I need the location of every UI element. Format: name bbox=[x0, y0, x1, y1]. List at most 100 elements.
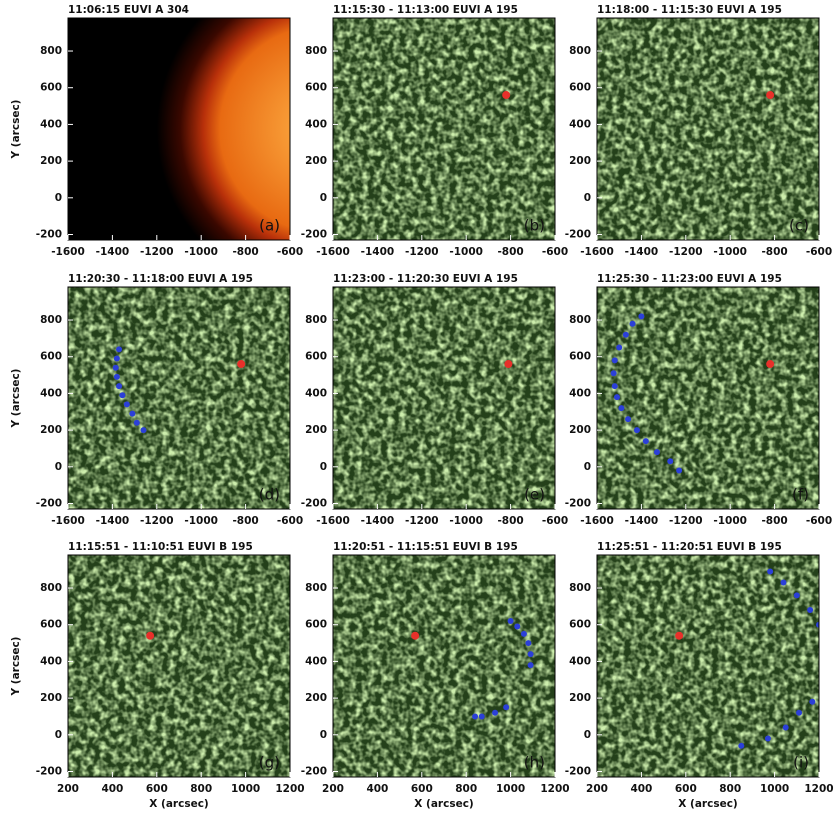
x-tick-label: 1200 bbox=[275, 783, 304, 795]
y-tick-label: 800 bbox=[569, 314, 591, 326]
axes-frame bbox=[332, 286, 556, 510]
y-tick-label: 200 bbox=[569, 155, 591, 167]
y-tick-label: -200 bbox=[565, 765, 591, 777]
marker bbox=[116, 383, 123, 390]
marker bbox=[780, 579, 787, 586]
x-tick-label: -1400 bbox=[96, 515, 130, 527]
y-tick-label: 200 bbox=[305, 692, 327, 704]
panel-label: (e) bbox=[524, 486, 545, 504]
y-tick-label: 800 bbox=[569, 45, 591, 57]
marker bbox=[653, 449, 660, 456]
image-texture bbox=[333, 18, 555, 240]
y-tick-label: -200 bbox=[36, 497, 62, 509]
x-tick-label: -600 bbox=[806, 515, 832, 527]
axes-frame bbox=[596, 17, 820, 241]
marker bbox=[478, 713, 485, 720]
x-tick-label: -1600 bbox=[51, 515, 85, 527]
x-tick-label: -1200 bbox=[669, 246, 703, 258]
marker bbox=[616, 344, 623, 351]
y-tick-label: 400 bbox=[305, 118, 327, 130]
image-texture bbox=[597, 287, 819, 509]
y-tick-label: 400 bbox=[569, 655, 591, 667]
x-tick-label: -1200 bbox=[669, 515, 703, 527]
image bbox=[68, 18, 290, 240]
y-tick-label: 400 bbox=[40, 655, 62, 667]
x-tick-label: 800 bbox=[190, 783, 212, 795]
x-tick-label: -1600 bbox=[316, 515, 350, 527]
x-tick-label: -600 bbox=[542, 515, 568, 527]
marker bbox=[611, 357, 618, 364]
x-tick-label: -1400 bbox=[96, 246, 130, 258]
marker bbox=[766, 91, 775, 100]
x-tick-label: -1000 bbox=[449, 515, 483, 527]
marker bbox=[472, 713, 479, 720]
x-axis-label: X (arcsec) bbox=[149, 798, 208, 810]
marker bbox=[633, 427, 640, 434]
x-tick-label: -1000 bbox=[449, 246, 483, 258]
marker bbox=[113, 355, 120, 362]
x-tick-label: -1000 bbox=[713, 515, 747, 527]
panel-title: 11:15:51 - 11:10:51 EUVI B 195 bbox=[68, 541, 253, 553]
panel bbox=[68, 18, 290, 240]
y-tick-label: 800 bbox=[305, 45, 327, 57]
x-tick-label: -800 bbox=[232, 246, 258, 258]
y-tick-label: 800 bbox=[40, 314, 62, 326]
panel-title: 11:20:30 - 11:18:00 EUVI A 195 bbox=[68, 273, 253, 285]
image-texture bbox=[68, 287, 290, 509]
y-tick-label: -200 bbox=[565, 497, 591, 509]
panel-label: (d) bbox=[259, 486, 280, 504]
x-tick-label: -600 bbox=[277, 515, 303, 527]
marker bbox=[140, 427, 147, 434]
marker bbox=[502, 91, 511, 100]
marker bbox=[146, 631, 155, 640]
y-tick-label: 400 bbox=[40, 387, 62, 399]
y-axis-label: Y (arcsec) bbox=[10, 369, 22, 429]
image-texture bbox=[597, 555, 819, 777]
panel bbox=[333, 555, 555, 777]
x-axis-label: X (arcsec) bbox=[678, 798, 737, 810]
x-tick-label: -1400 bbox=[361, 246, 395, 258]
y-tick-label: -200 bbox=[301, 497, 327, 509]
marker bbox=[113, 373, 120, 380]
axes-frame bbox=[67, 286, 291, 510]
y-tick-label: 0 bbox=[584, 461, 591, 473]
marker bbox=[638, 313, 645, 320]
x-tick-label: -1600 bbox=[51, 246, 85, 258]
panel-label: (g) bbox=[259, 754, 280, 772]
image-texture bbox=[597, 18, 819, 240]
axes-frame bbox=[332, 17, 556, 241]
x-tick-label: 1000 bbox=[760, 783, 789, 795]
x-tick-label: -1200 bbox=[405, 246, 439, 258]
y-tick-label: 600 bbox=[40, 82, 62, 94]
panel-label: (h) bbox=[524, 754, 545, 772]
panel bbox=[597, 18, 819, 240]
y-tick-label: 400 bbox=[305, 655, 327, 667]
x-tick-label: 400 bbox=[101, 783, 123, 795]
marker bbox=[119, 392, 126, 399]
marker bbox=[667, 458, 674, 465]
y-tick-label: -200 bbox=[301, 765, 327, 777]
marker bbox=[492, 709, 499, 716]
panel-title: 11:18:00 - 11:15:30 EUVI A 195 bbox=[597, 4, 782, 16]
panel-title: 11:06:15 EUVI A 304 bbox=[68, 4, 189, 16]
marker bbox=[123, 401, 130, 408]
y-tick-label: 600 bbox=[305, 619, 327, 631]
x-tick-label: 1000 bbox=[231, 783, 260, 795]
panel-title: 11:25:30 - 11:23:00 EUVI A 195 bbox=[597, 273, 782, 285]
y-tick-label: 200 bbox=[305, 424, 327, 436]
panel-label: (c) bbox=[789, 217, 809, 235]
marker bbox=[525, 640, 532, 647]
x-tick-label: -800 bbox=[497, 246, 523, 258]
axes-frame bbox=[67, 554, 291, 778]
y-axis-label: Y (arcsec) bbox=[10, 637, 22, 697]
y-axis-label: Y (arcsec) bbox=[10, 100, 22, 160]
marker bbox=[112, 364, 119, 371]
image-texture bbox=[333, 555, 555, 777]
x-tick-label: 600 bbox=[146, 783, 168, 795]
x-tick-label: -1400 bbox=[361, 515, 395, 527]
x-tick-label: -600 bbox=[806, 246, 832, 258]
marker bbox=[507, 618, 514, 625]
x-tick-label: 800 bbox=[455, 783, 477, 795]
marker bbox=[629, 320, 636, 327]
x-tick-label: 1000 bbox=[496, 783, 525, 795]
